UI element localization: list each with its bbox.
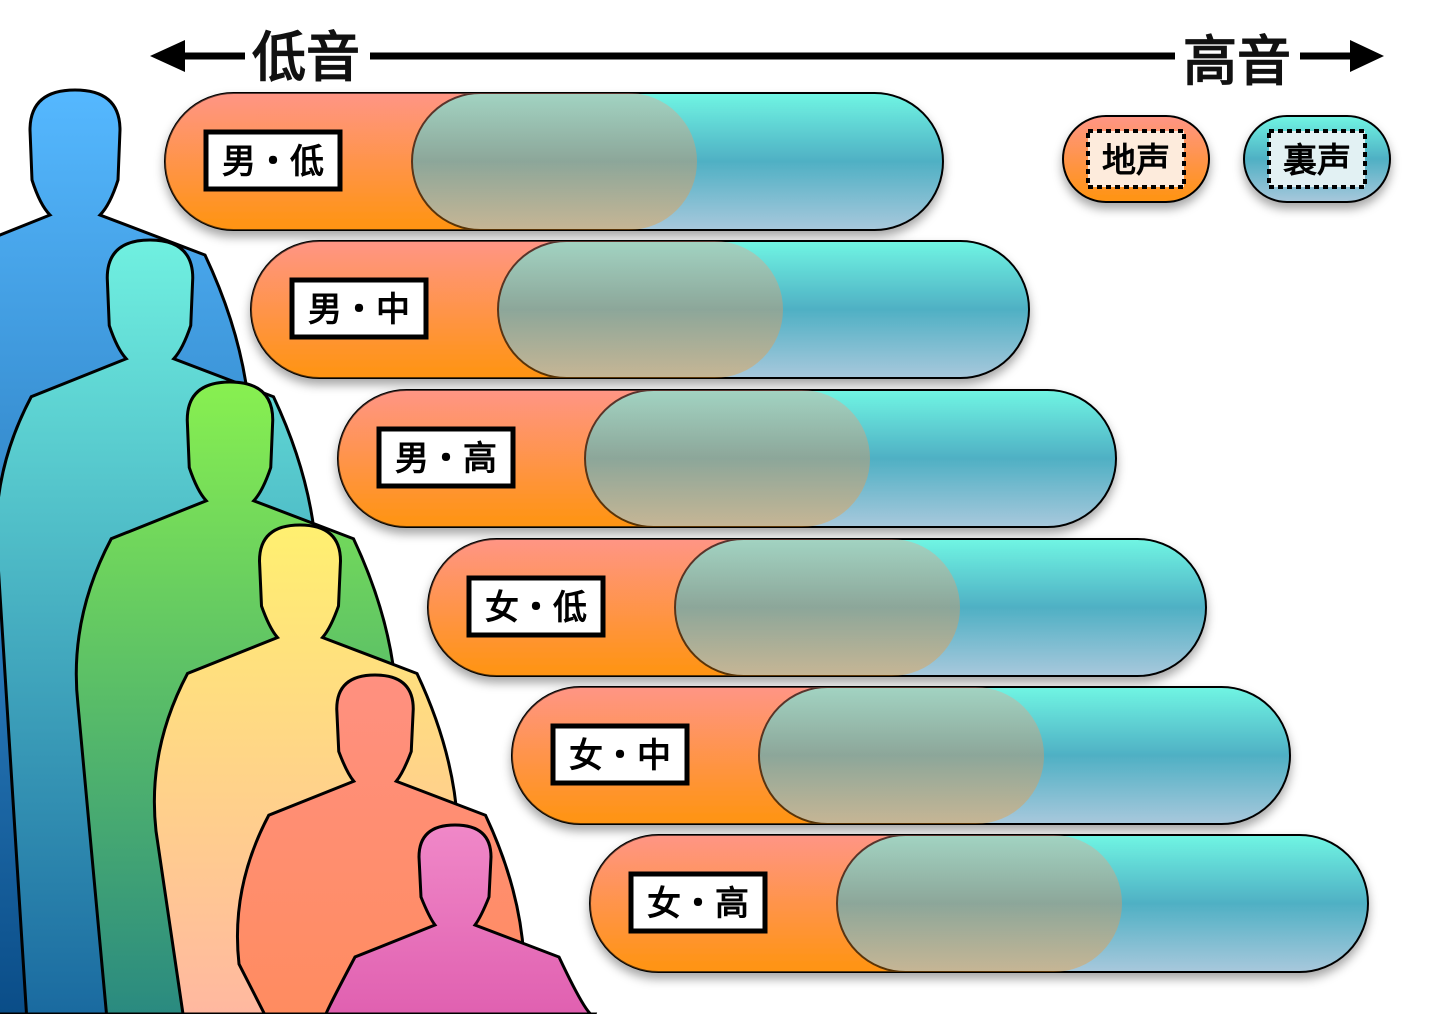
- low-label: 低音: [252, 26, 360, 89]
- row-label: 男・中: [308, 290, 410, 330]
- row-label: 男・高: [395, 439, 497, 479]
- row-label: 女・中: [569, 736, 671, 776]
- range-row: 女・高: [589, 834, 1369, 973]
- range-row: 女・低: [427, 538, 1207, 677]
- row-label-box: [289, 277, 429, 340]
- row-label: 女・低: [485, 588, 587, 628]
- arrow-left-icon: [150, 40, 185, 72]
- silhouette-6: [324, 823, 598, 1014]
- row-label-box: [203, 129, 343, 192]
- range-row: 男・低: [164, 92, 944, 231]
- legend-head-label: 裏声: [1283, 141, 1351, 181]
- range-bars: 男・低男・中男・高女・低女・中女・高: [164, 92, 1369, 973]
- overlap-region: [165, 93, 697, 230]
- arrow-right-icon: [1350, 40, 1384, 72]
- overlap-region: [338, 390, 870, 527]
- legend-chest-label: 地声: [1102, 141, 1170, 181]
- row-label-box: [628, 871, 768, 934]
- row-label-box: [550, 723, 690, 786]
- overlap-region: [590, 835, 1122, 972]
- pitch-axis: 低音 高音: [150, 26, 1384, 93]
- high-label: 高音: [1183, 30, 1291, 93]
- range-row: 女・中: [511, 686, 1291, 825]
- range-row: 男・中: [250, 240, 1030, 379]
- legend: 地声 裏声: [1062, 115, 1391, 203]
- overlap-region: [512, 687, 1044, 824]
- row-label-box: [376, 426, 516, 489]
- row-label: 女・高: [647, 884, 749, 924]
- range-row: 男・高: [337, 389, 1117, 528]
- row-label-box: [466, 575, 606, 638]
- overlap-region: [251, 241, 783, 378]
- overlap-region: [428, 539, 960, 676]
- row-label: 男・低: [222, 142, 324, 182]
- silhouettes: [0, 88, 598, 1014]
